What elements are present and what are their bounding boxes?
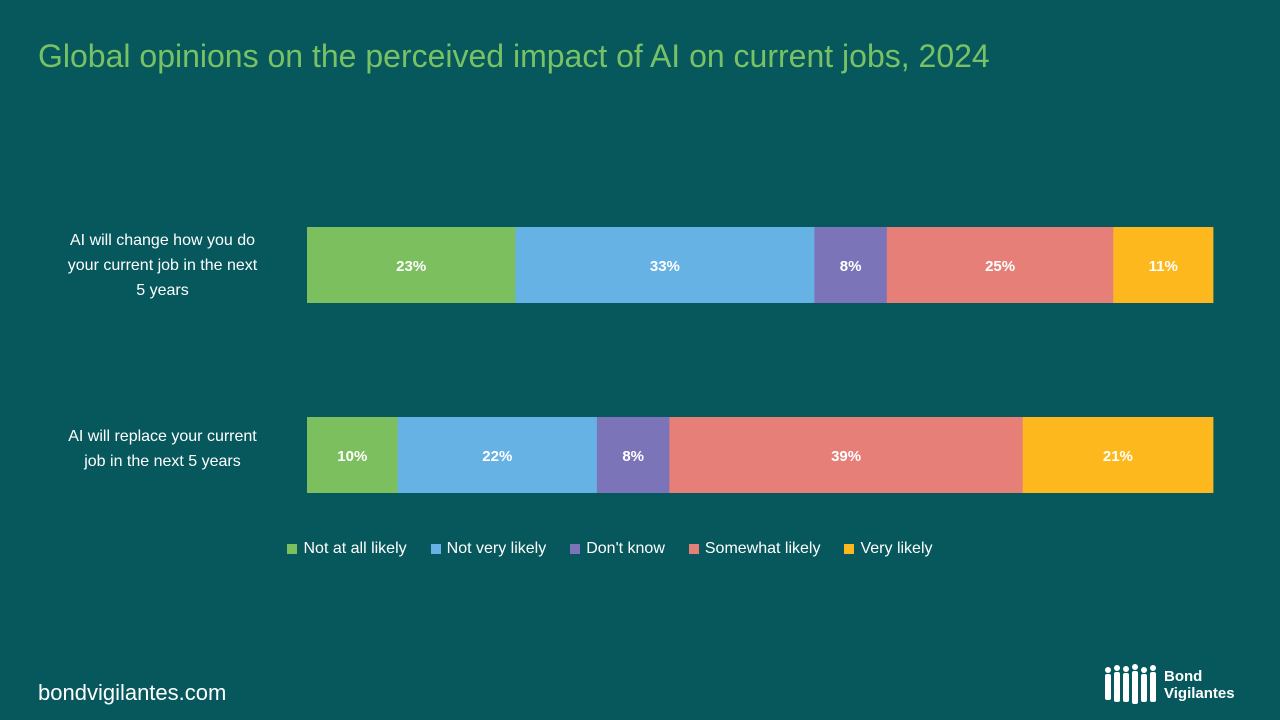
bar-segment-don-t-know-row-1 bbox=[814, 227, 888, 303]
bar-segment-very-likely-row-2 bbox=[1022, 417, 1214, 493]
legend-item-somewhat-likely: Somewhat likely bbox=[688, 540, 821, 558]
legend-label: Not very likely bbox=[446, 540, 547, 557]
data-label: 10% bbox=[337, 448, 367, 465]
category-label-line: AI will change how you do bbox=[70, 232, 255, 249]
category-label-change: AI will change how you do your current j… bbox=[30, 228, 295, 303]
bar-segment-very-likely-row-1 bbox=[1113, 227, 1214, 303]
legend-swatch bbox=[570, 544, 581, 554]
bar-segment-not-very-likely-row-1 bbox=[515, 227, 815, 303]
data-label: 11% bbox=[1149, 258, 1178, 275]
legend-label: Somewhat likely bbox=[704, 540, 821, 557]
logo-wordmark: Bond Vigilantes bbox=[1164, 668, 1235, 702]
category-label-line: AI will replace your current bbox=[68, 428, 257, 445]
legend-item-not-at-all-likely: Not at all likely bbox=[287, 540, 407, 558]
bar-segment-somewhat-likely-row-1 bbox=[886, 227, 1114, 303]
data-label: 8% bbox=[840, 258, 862, 275]
category-label-line: 5 years bbox=[136, 282, 189, 299]
data-label: 8% bbox=[622, 448, 644, 465]
footer-website[interactable]: bondvigilantes.com bbox=[38, 680, 227, 705]
legend-swatch bbox=[844, 544, 855, 554]
bar-segment-not-at-all-likely-row-1 bbox=[307, 227, 516, 303]
legend-item-very-likely: Very likely bbox=[844, 540, 933, 558]
data-label: 39% bbox=[831, 448, 861, 465]
bar-segment-not-very-likely-row-2 bbox=[397, 417, 598, 493]
legend-label: Don't know bbox=[586, 540, 665, 557]
chart-title: Global opinions on the perceived impact … bbox=[38, 38, 990, 74]
chart-legend: Not at all likely Not very likely Don't … bbox=[0, 540, 1280, 558]
legend-label: Not at all likely bbox=[303, 540, 407, 557]
data-label: 21% bbox=[1103, 448, 1133, 465]
legend-item-dont-know: Don't know bbox=[570, 540, 665, 558]
bar-segment-not-at-all-likely-row-2 bbox=[307, 417, 398, 493]
bond-vigilantes-logo bbox=[1105, 664, 1156, 704]
data-label: 22% bbox=[482, 448, 512, 465]
logo-line: Vigilantes bbox=[1164, 685, 1235, 702]
bar-segment-somewhat-likely-row-2 bbox=[669, 417, 1024, 493]
data-label: 33% bbox=[650, 258, 680, 275]
category-label-replace: AI will replace your current job in the … bbox=[30, 424, 295, 474]
legend-swatch bbox=[688, 544, 699, 554]
bar-segment-don-t-know-row-2 bbox=[596, 417, 670, 493]
legend-swatch bbox=[287, 544, 298, 554]
legend-label: Very likely bbox=[860, 540, 933, 557]
data-label: 23% bbox=[396, 258, 426, 275]
legend-swatch bbox=[430, 544, 441, 554]
data-label: 25% bbox=[985, 258, 1015, 275]
legend-item-not-very-likely: Not very likely bbox=[430, 540, 547, 558]
category-label-line: your current job in the next bbox=[67, 257, 258, 274]
logo-line: Bond bbox=[1164, 668, 1203, 685]
category-label-line: job in the next 5 years bbox=[84, 453, 241, 470]
